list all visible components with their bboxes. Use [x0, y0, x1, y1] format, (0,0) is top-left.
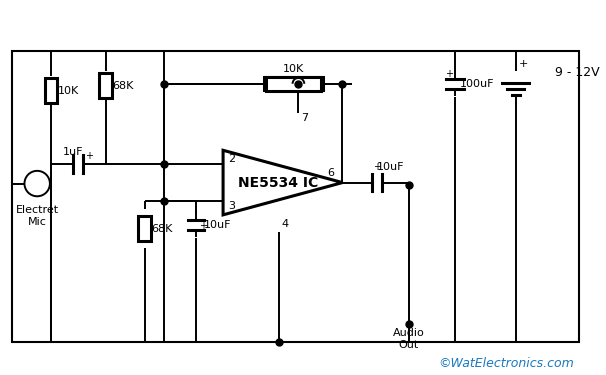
Text: 7: 7	[301, 113, 308, 123]
Text: 10uF: 10uF	[377, 162, 404, 172]
Text: 3: 3	[228, 201, 235, 211]
Text: 9 - 12V: 9 - 12V	[554, 66, 599, 80]
Text: 10uF: 10uF	[204, 220, 231, 230]
Text: 100uF: 100uF	[460, 79, 494, 89]
Text: +: +	[199, 221, 207, 231]
Text: 2: 2	[228, 154, 235, 164]
Text: Electret
Mic: Electret Mic	[16, 205, 59, 226]
Text: NE5534 IC: NE5534 IC	[238, 176, 318, 190]
Text: 68K: 68K	[152, 224, 173, 234]
Bar	[44, 78, 57, 104]
Text: 4: 4	[282, 219, 289, 229]
Bar	[99, 73, 112, 98]
Text: 10K: 10K	[283, 64, 304, 74]
Text: +: +	[445, 69, 453, 79]
Bar	[264, 77, 323, 90]
Text: 10K: 10K	[58, 86, 79, 96]
Text: +: +	[373, 162, 381, 172]
Text: 6: 6	[327, 168, 334, 178]
Bar	[12, 51, 579, 342]
Bar	[138, 216, 151, 241]
Text: ©WatElectronics.com: ©WatElectronics.com	[439, 357, 574, 370]
Text: Audio
Out: Audio Out	[393, 328, 425, 350]
Text: 68K: 68K	[113, 81, 134, 91]
Bar	[266, 77, 321, 91]
Text: 1uF: 1uF	[63, 147, 84, 157]
Text: +: +	[85, 151, 93, 161]
Text: +: +	[519, 59, 528, 69]
